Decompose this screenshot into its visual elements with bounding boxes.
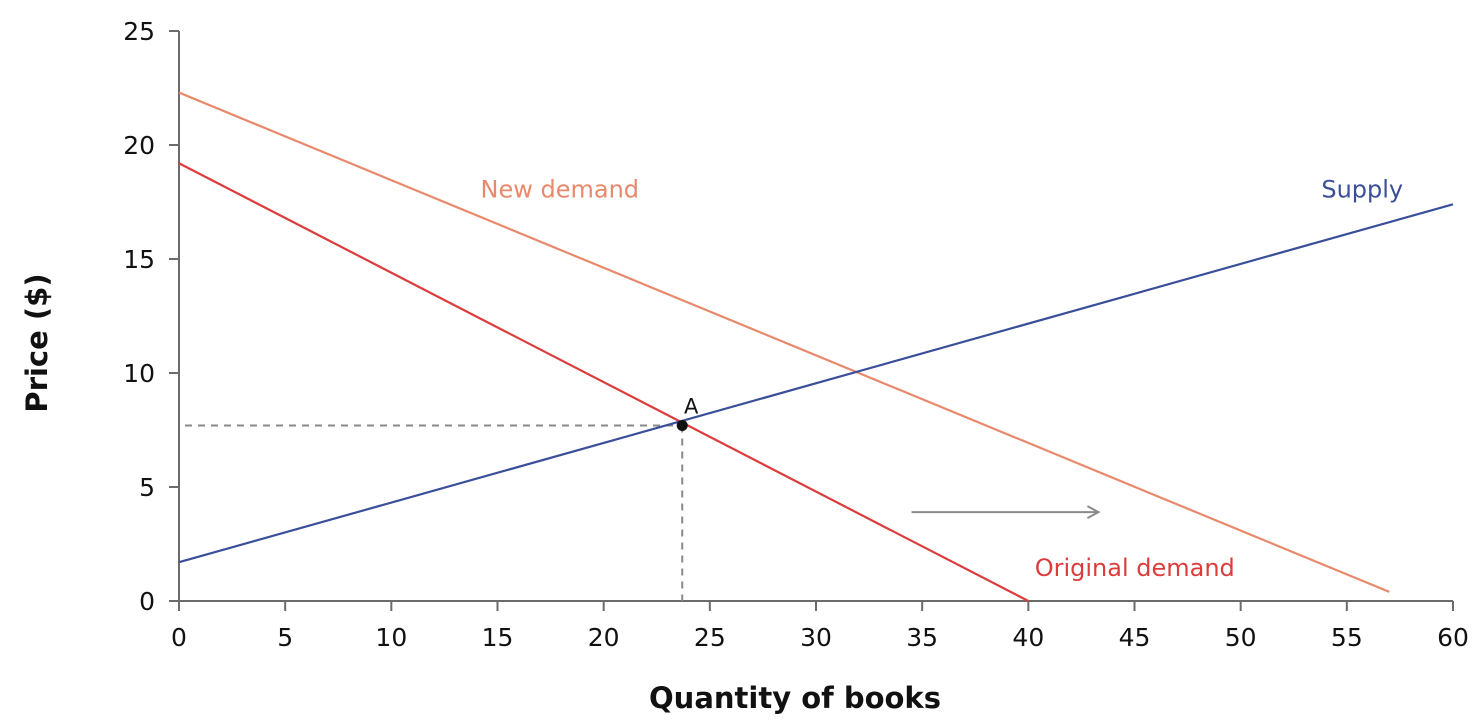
equilibrium-point-label: A bbox=[684, 394, 699, 418]
series-lines bbox=[178, 91, 1454, 602]
x-tick-label: 50 bbox=[1225, 623, 1257, 652]
equilibrium-guides bbox=[185, 424, 684, 601]
axes: 0 5 10 15 20 25 30 35 40 45 50 55 60 0 5 10 15 20 25 Quanti… bbox=[20, 17, 1469, 715]
x-tick-label: 30 bbox=[800, 623, 832, 652]
y-tick-label: 25 bbox=[123, 17, 155, 46]
new-demand-line bbox=[178, 91, 1390, 593]
y-tick-label: 15 bbox=[123, 245, 155, 274]
x-tick-label: 10 bbox=[375, 623, 407, 652]
y-tick-label: 0 bbox=[139, 587, 155, 616]
x-tick-label: 35 bbox=[906, 623, 938, 652]
supply-label: Supply bbox=[1321, 175, 1403, 203]
new-demand-label: New demand bbox=[481, 175, 640, 203]
y-tick-label: 20 bbox=[123, 131, 155, 160]
equilibrium-point-a bbox=[676, 419, 688, 431]
supply-line bbox=[178, 203, 1454, 564]
x-tick-label: 45 bbox=[1119, 623, 1151, 652]
x-axis-title: Quantity of books bbox=[649, 681, 941, 715]
y-axis-title: Price ($) bbox=[20, 273, 54, 412]
x-tick-label: 0 bbox=[171, 623, 187, 652]
x-tick-label: 40 bbox=[1012, 623, 1044, 652]
x-tick-label: 5 bbox=[277, 623, 293, 652]
series-labels: New demand Original demand Supply bbox=[481, 175, 1404, 581]
annotations: A bbox=[676, 394, 1099, 512]
x-tick-label: 20 bbox=[588, 623, 620, 652]
x-tick-label: 25 bbox=[694, 623, 726, 652]
y-tick-label: 5 bbox=[139, 473, 155, 502]
x-tick-label: 60 bbox=[1437, 623, 1469, 652]
x-tick-label: 55 bbox=[1331, 623, 1363, 652]
y-tick-label: 10 bbox=[123, 359, 155, 388]
x-tick-label: 15 bbox=[482, 623, 514, 652]
original-demand-line bbox=[178, 162, 1029, 602]
original-demand-label: Original demand bbox=[1035, 554, 1235, 582]
